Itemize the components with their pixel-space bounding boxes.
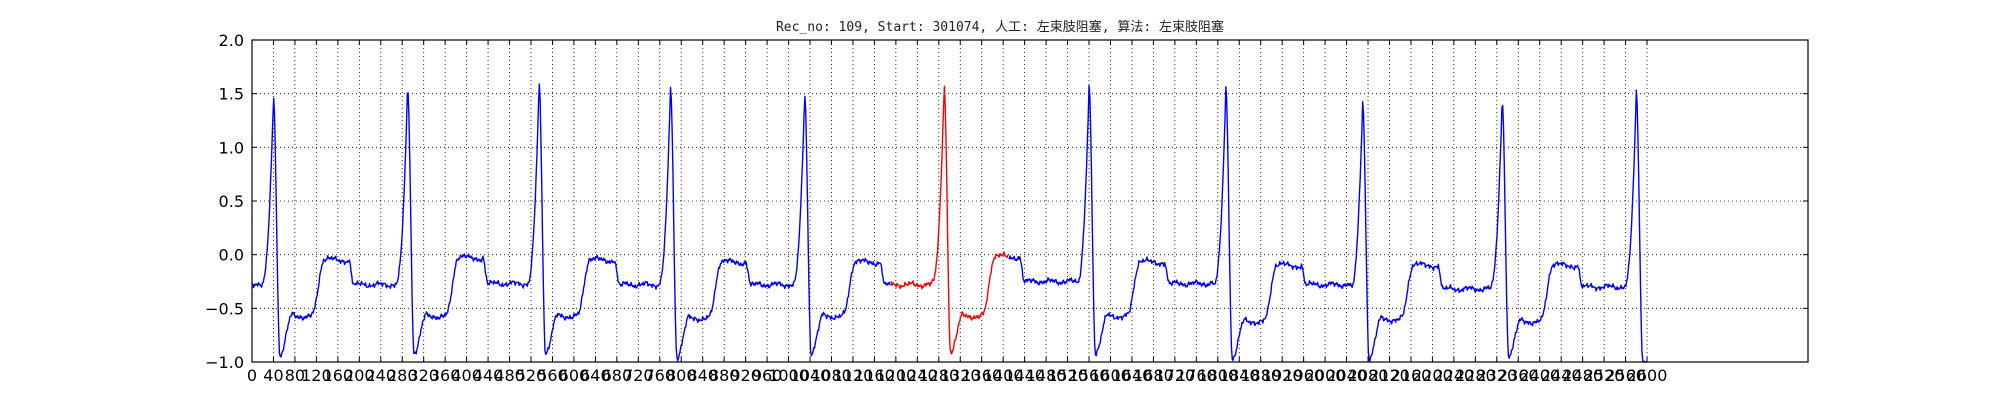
y-tick-label: 0.5 bbox=[219, 192, 244, 211]
x-tick-label: 2520 bbox=[1584, 366, 1625, 385]
x-tick-label: 2120 bbox=[1369, 366, 1410, 385]
ecg-segment-3 bbox=[1008, 84, 1647, 363]
x-tick-label: 1920 bbox=[1262, 366, 1303, 385]
x-tick-label: 1600 bbox=[1090, 366, 1131, 385]
x-tick-label: 2480 bbox=[1562, 366, 1603, 385]
x-tick-label: 1240 bbox=[897, 366, 938, 385]
x-axis-tick-labels: 0 40 8012016020024028032036040044048052056… bbox=[247, 366, 1667, 385]
x-tick-label: 680 bbox=[602, 366, 633, 385]
x-tick-label: 720 bbox=[623, 366, 654, 385]
x-tick-label: 2400 bbox=[1519, 366, 1560, 385]
x-tick-label: 1960 bbox=[1283, 366, 1324, 385]
x-tick-label: 1080 bbox=[811, 366, 852, 385]
x-tick-label: 480 bbox=[494, 366, 525, 385]
x-tick-label: 1400 bbox=[983, 366, 1024, 385]
x-tick-label: 520 bbox=[516, 366, 547, 385]
x-tick-label: 1200 bbox=[876, 366, 917, 385]
axis-ticks bbox=[251, 39, 1808, 363]
x-tick-label: 1440 bbox=[1004, 366, 1045, 385]
x-tick-label: 2000 bbox=[1305, 366, 1346, 385]
ecg-signal bbox=[251, 83, 1647, 363]
x-tick-label: 920 bbox=[730, 366, 761, 385]
x-tick-label: 1360 bbox=[961, 366, 1002, 385]
x-tick-label: 760 bbox=[645, 366, 676, 385]
x-tick-label: 1040 bbox=[790, 366, 831, 385]
y-axis-tick-labels: −1.0 −0.5 0.0 0.5 1.0 1.5 2.0 bbox=[205, 31, 244, 372]
x-tick-label: 560 bbox=[537, 366, 568, 385]
y-tick-label: −0.5 bbox=[205, 299, 244, 318]
x-tick-label: 600 bbox=[559, 366, 590, 385]
y-tick-label: −1.0 bbox=[205, 353, 244, 372]
x-tick-label: 240 bbox=[365, 366, 396, 385]
x-tick-label: 320 bbox=[408, 366, 439, 385]
x-tick-label: 1000 bbox=[768, 366, 809, 385]
x-tick-label: 160 bbox=[323, 366, 354, 385]
y-tick-label: 0.0 bbox=[219, 246, 244, 265]
x-tick-label: 1760 bbox=[1176, 366, 1217, 385]
x-tick-label: 1480 bbox=[1026, 366, 1067, 385]
chart-title: Rec_no: 109, Start: 301074, 人工: 左束肢阻塞, 算… bbox=[776, 19, 1224, 35]
y-tick-label: 1.0 bbox=[219, 138, 244, 157]
x-tick-label: 2560 bbox=[1605, 366, 1646, 385]
x-tick-label: 2600 bbox=[1627, 366, 1668, 385]
x-tick-label: 840 bbox=[687, 366, 718, 385]
x-tick-label: 640 bbox=[580, 366, 611, 385]
x-tick-label: 2360 bbox=[1498, 366, 1539, 385]
x-tick-label: 800 bbox=[666, 366, 697, 385]
x-tick-label: 1640 bbox=[1112, 366, 1153, 385]
ecg-segment-2 bbox=[890, 85, 1009, 355]
x-tick-label: 40 bbox=[263, 366, 283, 385]
x-tick-label: 960 bbox=[752, 366, 783, 385]
x-tick-label: 1560 bbox=[1069, 366, 1110, 385]
x-tick-label: 2200 bbox=[1412, 366, 1453, 385]
x-tick-label: 200 bbox=[344, 366, 375, 385]
ecg-segment-1 bbox=[251, 83, 891, 362]
y-tick-label: 2.0 bbox=[219, 31, 244, 50]
x-tick-label: 1720 bbox=[1155, 366, 1196, 385]
x-tick-label: 2280 bbox=[1455, 366, 1496, 385]
x-tick-label: 1320 bbox=[940, 366, 981, 385]
x-tick-label: 280 bbox=[387, 366, 418, 385]
x-tick-label: 0 bbox=[247, 366, 257, 385]
x-tick-label: 1520 bbox=[1047, 366, 1088, 385]
x-tick-label: 1280 bbox=[918, 366, 959, 385]
x-tick-label: 80 bbox=[285, 366, 305, 385]
x-tick-label: 2080 bbox=[1348, 366, 1389, 385]
x-tick-label: 1160 bbox=[854, 366, 895, 385]
x-tick-label: 1840 bbox=[1219, 366, 1260, 385]
x-tick-label: 2240 bbox=[1434, 366, 1475, 385]
x-tick-label: 880 bbox=[709, 366, 740, 385]
grid bbox=[252, 40, 1808, 362]
x-tick-label: 2440 bbox=[1541, 366, 1582, 385]
x-tick-label: 440 bbox=[473, 366, 504, 385]
x-tick-label: 400 bbox=[451, 366, 482, 385]
plot-frame bbox=[251, 39, 1809, 363]
y-tick-label: 1.5 bbox=[219, 85, 244, 104]
x-tick-label: 360 bbox=[430, 366, 461, 385]
x-tick-label: 1880 bbox=[1240, 366, 1281, 385]
x-tick-label: 1800 bbox=[1197, 366, 1238, 385]
x-tick-label: 1680 bbox=[1133, 366, 1174, 385]
x-tick-label: 1120 bbox=[833, 366, 874, 385]
x-tick-label: 120 bbox=[301, 366, 332, 385]
x-tick-label: 2040 bbox=[1326, 366, 1367, 385]
x-tick-label: 2160 bbox=[1391, 366, 1432, 385]
x-tick-label: 2320 bbox=[1476, 366, 1517, 385]
